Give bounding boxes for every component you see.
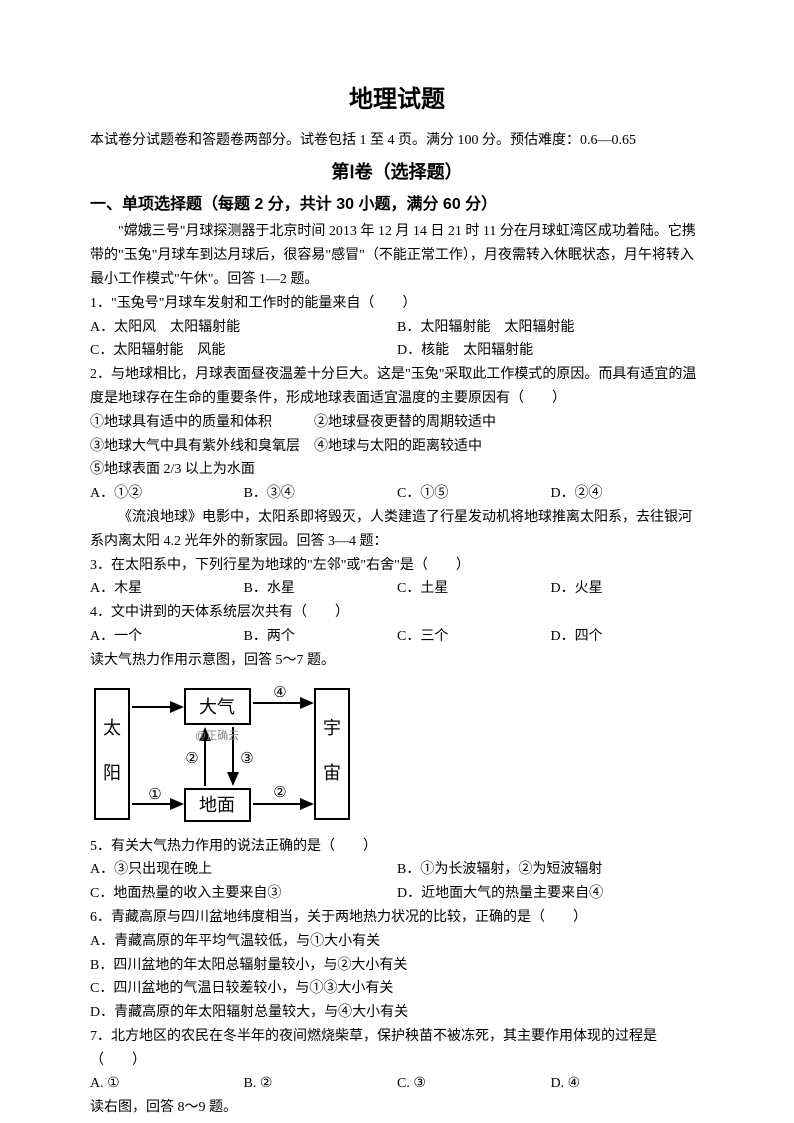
q2-opt-d: D．②④: [551, 482, 705, 506]
q5-opt-c: C．地面热量的收入主要来自③: [90, 882, 397, 906]
q4-opt-b: B．两个: [244, 625, 398, 649]
q6-opt-b: B．四川盆地的年太阳总辐射量较小，与②大小有关: [90, 954, 704, 978]
q4-opt-d: D．四个: [551, 625, 705, 649]
part-subtitle: 第Ⅰ卷（选择题）: [90, 157, 704, 188]
label-1: ①: [148, 787, 161, 803]
q1-stem: 1．"玉兔号"月球车发射和工作时的能量来自（ ）: [90, 292, 704, 316]
label-2b: ②: [273, 785, 286, 801]
label-4: ④: [273, 685, 286, 701]
context-2: 《流浪地球》电影中，太阳系即将毁灭，人类建造了行星发动机将地球推离太阳系，去往银…: [90, 506, 704, 554]
q6-stem: 6．青藏高原与四川盆地纬度相当，关于两地热力状况的比较，正确的是（ ）: [90, 906, 704, 930]
q7-opt-b: B. ②: [244, 1072, 398, 1096]
context-4: 读右图，回答 8～9 题。: [90, 1096, 704, 1120]
label-space: 宇: [323, 718, 341, 738]
q5-opt-b: B．①为长波辐射，②为短波辐射: [397, 858, 704, 882]
q4-options: A．一个 B．两个 C．三个 D．四个: [90, 625, 704, 649]
svg-text:宙: 宙: [323, 763, 341, 783]
q3-opt-d: D．火星: [551, 577, 705, 601]
svg-text:阳: 阳: [103, 763, 121, 783]
q5-opt-d: D．近地面大气的热量主要来自④: [397, 882, 704, 906]
q4-opt-c: C．三个: [397, 625, 551, 649]
label-ground: 地面: [199, 795, 235, 815]
page-title: 地理试题: [90, 80, 704, 121]
q2-opt-c: C．①⑤: [397, 482, 551, 506]
q2-line2: ③地球大气中具有紫外线和臭氧层 ④地球与太阳的距离较适中: [90, 435, 704, 459]
label-2a: ②: [185, 751, 198, 767]
q2-stem: 2．与地球相比，月球表面昼夜温差十分巨大。这是"玉兔"采取此工作模式的原因。而具…: [90, 363, 704, 411]
q6-opt-d: D．青藏高原的年太阳辐射总量较大，与④大小有关: [90, 1001, 704, 1025]
q5-options: A．③只出现在晚上 B．①为长波辐射，②为短波辐射 C．地面热量的收入主要来自③…: [90, 858, 704, 906]
q3-opt-b: B．水星: [244, 577, 398, 601]
context-3: 读大气热力作用示意图，回答 5～7 题。: [90, 649, 704, 673]
q4-opt-a: A．一个: [90, 625, 244, 649]
q1-opt-b: B．太阳辐射能 太阳辐射能: [397, 316, 704, 340]
q5-stem: 5．有关大气热力作用的说法正确的是（ ）: [90, 835, 704, 859]
context-1: "嫦娥三号"月球探测器于北京时间 2013 年 12 月 14 日 21 时 1…: [90, 220, 704, 291]
label-3: ③: [240, 751, 253, 767]
section-heading: 一、单项选择题（每题 2 分，共计 30 小题，满分 60 分）: [90, 191, 704, 218]
q2-opt-a: A．①②: [90, 482, 244, 506]
q5-opt-a: A．③只出现在晚上: [90, 858, 397, 882]
q6-opt-a: A．青藏高原的年平均气温较低，与①大小有关: [90, 930, 704, 954]
q2-line3: ⑤地球表面 2/3 以上为水面: [90, 458, 704, 482]
q3-options: A．木星 B．水星 C．土星 D．火星: [90, 577, 704, 601]
watermark: @正确云: [195, 729, 239, 742]
q1-options: A．太阳风 太阳辐射能 B．太阳辐射能 太阳辐射能 C．太阳辐射能 风能 D．核…: [90, 316, 704, 364]
q3-opt-c: C．土星: [397, 577, 551, 601]
q2-line1: ①地球具有适中的质量和体积 ②地球昼夜更替的周期较适中: [90, 411, 704, 435]
q6-opt-c: C．四川盆地的气温日较差较小，与①③大小有关: [90, 977, 704, 1001]
q7-stem: 7．北方地区的农民在冬半年的夜间燃烧柴草，保护秧苗不被冻死，其主要作用体现的过程…: [90, 1025, 704, 1073]
q7-opt-d: D. ④: [551, 1072, 705, 1096]
q3-opt-a: A．木星: [90, 577, 244, 601]
q4-stem: 4．文中讲到的天体系统层次共有（ ）: [90, 601, 704, 625]
q7-options: A. ① B. ② C. ③ D. ④: [90, 1072, 704, 1096]
heat-diagram: 太 阳 大气 地面 宇 宙 ① ② ③ ④ ② @正确云: [90, 679, 360, 829]
intro-text: 本试卷分试题卷和答题卷两部分。试卷包括 1 至 4 页。满分 100 分。预估难…: [90, 129, 704, 153]
label-sun: 太: [103, 718, 121, 738]
q6-options: A．青藏高原的年平均气温较低，与①大小有关 B．四川盆地的年太阳总辐射量较小，与…: [90, 930, 704, 1025]
q2-opt-b: B．③④: [244, 482, 398, 506]
label-atmos: 大气: [199, 697, 235, 717]
q1-opt-c: C．太阳辐射能 风能: [90, 339, 397, 363]
q2-options: A．①② B．③④ C．①⑤ D．②④: [90, 482, 704, 506]
q1-opt-a: A．太阳风 太阳辐射能: [90, 316, 397, 340]
q7-opt-c: C. ③: [397, 1072, 551, 1096]
q7-opt-a: A. ①: [90, 1072, 244, 1096]
q3-stem: 3．在太阳系中，下列行星为地球的"左邻"或"右舍"是（ ）: [90, 554, 704, 578]
q1-opt-d: D．核能 太阳辐射能: [397, 339, 704, 363]
